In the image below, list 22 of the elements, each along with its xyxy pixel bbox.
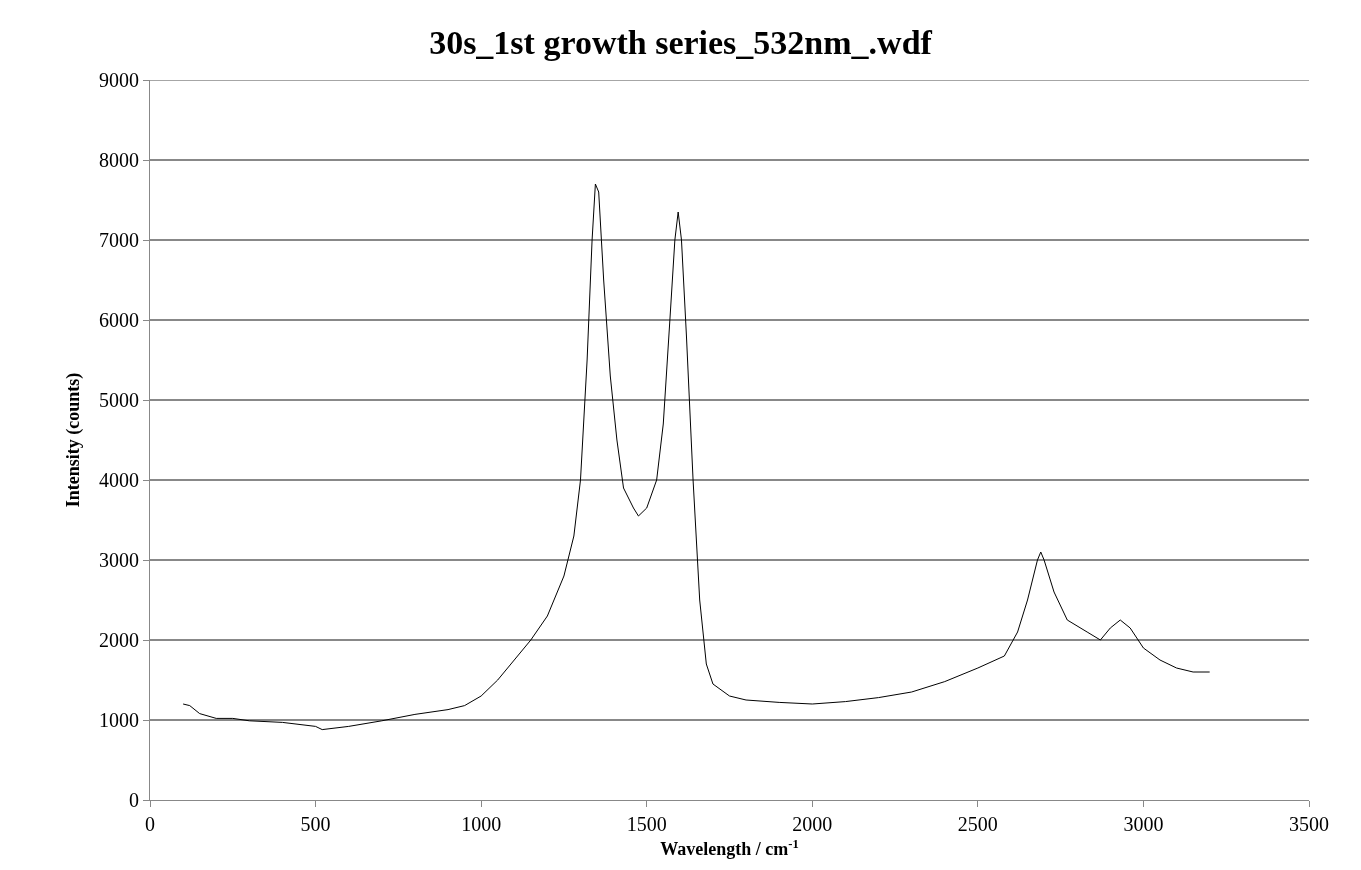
y-tick-label: 9000: [99, 69, 139, 91]
y-tick-label: 0: [129, 789, 139, 811]
y-tick-label: 8000: [99, 149, 139, 171]
x-tick-label: 500: [300, 813, 331, 835]
line-series: [182, 183, 1211, 731]
y-tick-label: 4000: [99, 469, 139, 491]
y-tick-label: 5000: [99, 389, 139, 411]
x-tick-label: 3500: [1289, 813, 1329, 835]
x-tick-label: 1000: [461, 813, 502, 835]
y-tick-label: 3000: [99, 549, 139, 571]
y-tick-label: 1000: [99, 709, 139, 731]
x-tick-label: 2000: [792, 813, 833, 835]
x-tick-label: 0: [145, 813, 155, 835]
x-tick-label: 1500: [626, 813, 667, 835]
x-tick-label: 3000: [1123, 813, 1164, 835]
y-tick-label: 6000: [99, 309, 139, 331]
y-axis-title: Intensity (counts): [63, 372, 85, 508]
y-tick-label: 2000: [99, 629, 139, 651]
chart-title: 30s_1st growth series_532nm_.wdf: [429, 24, 933, 62]
x-axis-title: Wavelength / cm$^{-1}$: [660, 836, 799, 860]
y-tick-label: 7000: [99, 229, 139, 251]
x-tick-label: 2500: [957, 813, 998, 835]
